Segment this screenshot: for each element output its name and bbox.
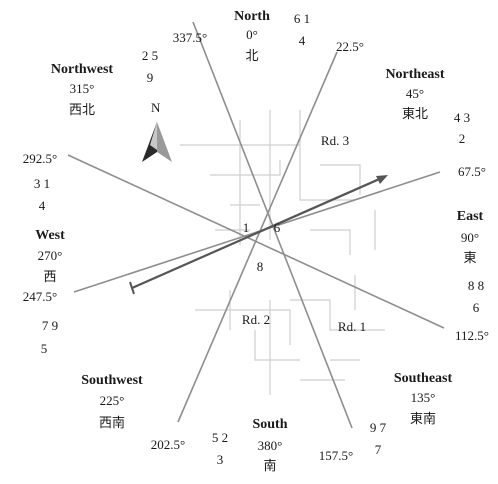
north-degree: 0°: [246, 27, 258, 42]
center-number-8: 8: [257, 259, 264, 274]
northeast-name: Northeast: [385, 67, 444, 82]
north-name: North: [234, 9, 270, 24]
west-trigram-top: 3 1: [34, 176, 50, 191]
axis-292-112: [67, 154, 445, 329]
bearing-112: 112.5°: [455, 328, 489, 343]
direction-arrow: [129, 175, 388, 295]
northwest-degree: 315°: [70, 81, 95, 96]
center-number-6: 6: [274, 220, 281, 235]
south-trigram-bottom: 3: [217, 452, 224, 467]
east-degree: 90°: [461, 230, 479, 245]
bearing-22: 22.5°: [336, 39, 364, 54]
southwest-chinese: 西南: [99, 415, 125, 430]
west-name: West: [35, 228, 65, 243]
bearing-157: 157.5°: [319, 448, 353, 463]
southeast-degree: 135°: [411, 390, 436, 405]
compass-label: N: [151, 100, 161, 115]
compass-icon: N: [142, 100, 172, 162]
south-trigram-top: 5 2: [212, 430, 228, 445]
west-chinese: 西: [43, 269, 56, 284]
southwest-trigram-bottom: 5: [41, 341, 48, 356]
northwest-trigram-bottom: 9: [147, 70, 154, 85]
northeast-trigram-bottom: 2: [459, 131, 466, 146]
southeast-trigram-bottom: 7: [375, 442, 382, 457]
east-chinese: 東: [463, 250, 476, 265]
north-trigram-top: 6 1: [294, 11, 310, 26]
south-name: South: [252, 417, 287, 432]
northwest-name: Northwest: [51, 62, 114, 77]
bearing-337: 337.5°: [173, 30, 207, 45]
northeast-trigram-top: 4 3: [454, 110, 470, 125]
southeast-name: Southeast: [394, 371, 453, 386]
axis-lines: [67, 21, 445, 429]
northwest-chinese: 西北: [69, 102, 95, 117]
bearing-67: 67.5°: [458, 164, 486, 179]
east-trigram-top: 8 8: [468, 278, 484, 293]
south-degree: 380°: [258, 438, 283, 453]
west-trigram-bottom: 4: [39, 198, 46, 213]
bearing-202: 202.5°: [151, 437, 185, 452]
northeast-chinese: 東北: [402, 106, 428, 121]
bearing-292: 292.5°: [23, 151, 57, 166]
southwest-degree: 225°: [100, 393, 125, 408]
northeast-degree: 45°: [406, 86, 424, 101]
road-3-label: Rd. 3: [321, 133, 349, 148]
center-number-1: 1: [243, 220, 250, 235]
road-1-label: Rd. 1: [338, 319, 366, 334]
southeast-chinese: 東南: [410, 411, 436, 426]
north-trigram-bottom: 4: [299, 33, 306, 48]
north-chinese: 北: [245, 48, 258, 63]
southwest-name: Southwest: [81, 373, 143, 388]
south-chinese: 南: [263, 458, 276, 473]
northwest-trigram-top: 2 5: [142, 48, 158, 63]
west-degree: 270°: [38, 248, 63, 263]
southwest-trigram-top: 7 9: [42, 318, 58, 333]
road-2-label: Rd. 2: [242, 312, 270, 327]
southeast-trigram-top: 9 7: [370, 420, 387, 435]
east-name: East: [457, 209, 484, 224]
east-trigram-bottom: 6: [473, 300, 480, 315]
axis-22-202: [177, 51, 338, 423]
street-map-outline: [180, 110, 385, 395]
bearing-247: 247.5°: [23, 289, 57, 304]
